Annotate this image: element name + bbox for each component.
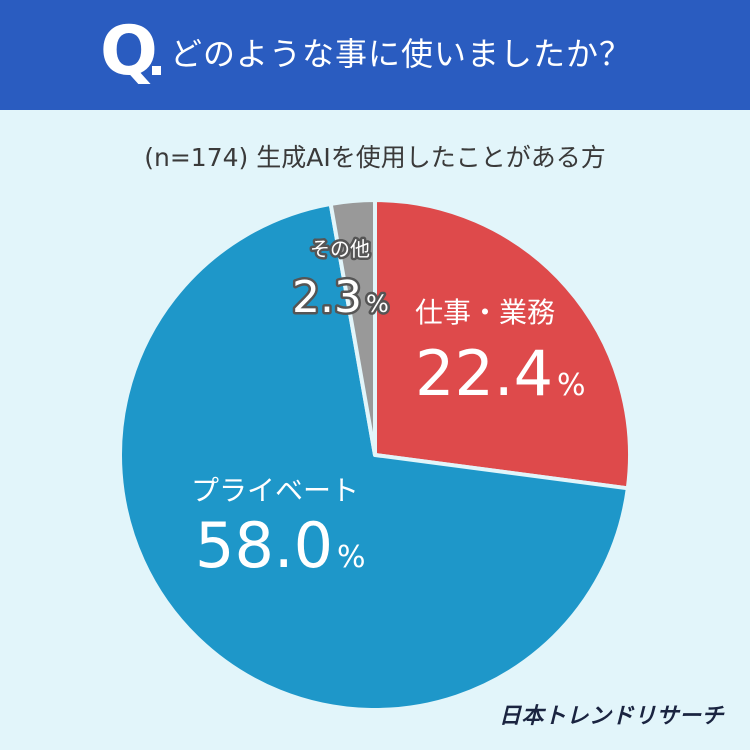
chart-subtitle: (n=174) 生成AIを使用したことがある方 bbox=[144, 143, 606, 172]
pie-slice-private bbox=[118, 201, 630, 712]
slice-label-other: その他 bbox=[310, 237, 370, 261]
slice-value-work: 22.4% bbox=[415, 337, 586, 410]
brand-logo: 日本トレンドリサーチ bbox=[498, 704, 724, 729]
slice-label-work: 仕事・業務 bbox=[415, 296, 555, 329]
q-mark: Q bbox=[100, 12, 158, 91]
slice-label-private: プライベート bbox=[191, 474, 359, 507]
pie-slice-other bbox=[328, 198, 377, 457]
question-header: Q どのような事に使いましたか？ bbox=[0, 0, 750, 110]
q-dot bbox=[152, 66, 161, 75]
pie-slice-work bbox=[373, 198, 632, 491]
slice-value-other: 2.3% bbox=[292, 272, 389, 323]
pie-slices bbox=[118, 198, 632, 712]
slice-value-private: 58.0% bbox=[195, 509, 366, 582]
question-text: どのような事に使いましたか？ bbox=[170, 35, 633, 73]
